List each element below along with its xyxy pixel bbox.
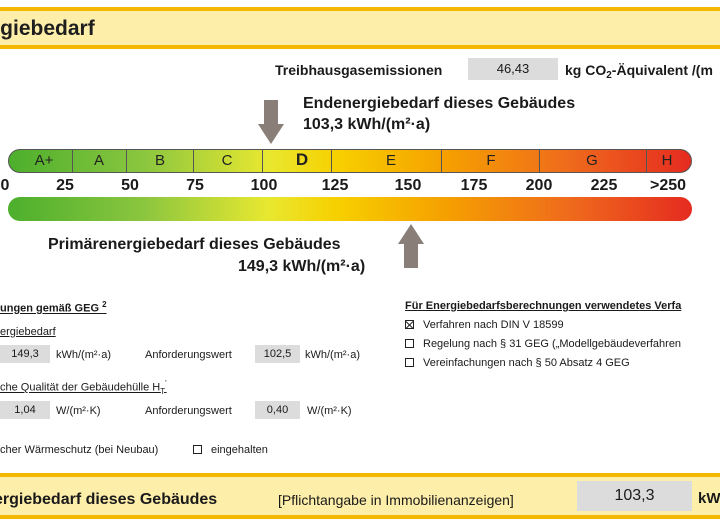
method-item-model[interactable]: Regelung nach § 31 GEG („Modellgebäudeve… — [405, 338, 681, 350]
class-label-a: A — [93, 152, 105, 169]
footer-title: ergiebedarf dieses Gebäudes — [0, 491, 218, 508]
checkbox-icon — [405, 339, 414, 348]
class-divider — [646, 149, 647, 173]
class-divider — [262, 149, 263, 173]
primary-requirement-label: ergiebedarf — [0, 326, 56, 338]
shell-req-label: Anforderungswert — [145, 405, 232, 417]
class-label-g: G — [586, 152, 598, 169]
footer-value: 103,3 — [577, 481, 692, 511]
primary-actual-unit: kWh/(m²·a) — [56, 349, 111, 361]
footer-unit: kW — [698, 490, 720, 507]
method-item-din[interactable]: Verfahren nach DIN V 18599 — [405, 319, 564, 331]
scale-tick: 50 — [121, 177, 139, 194]
primary-energy-bar — [8, 197, 692, 221]
emissions-value: 46,43 — [468, 58, 558, 80]
scale-tick: 200 — [525, 177, 553, 194]
primary-energy-label: Primärenergiebedarf dieses Gebäudes — [48, 236, 341, 253]
requirements-heading: ungen gemäß GEG 2 — [0, 300, 107, 315]
checkbox-icon — [405, 358, 414, 367]
scale-tick: 125 — [321, 177, 349, 194]
scale-tick: 225 — [590, 177, 618, 194]
methods-heading: Für Energiebedarfsberechnungen verwendet… — [405, 300, 682, 312]
primary-req-label: Anforderungswert — [145, 349, 232, 361]
class-divider — [193, 149, 194, 173]
class-label-d: D — [295, 150, 309, 169]
primary-req-value: 102,5 — [255, 345, 300, 363]
scale-tick: 75 — [186, 177, 204, 194]
class-label-c: C — [221, 152, 233, 169]
footer-banner: ergiebedarf dieses Gebäudes [Pflichtanga… — [0, 473, 720, 519]
class-label-b: B — [154, 152, 166, 169]
scale-tick: >250 — [649, 177, 687, 194]
primary-energy-arrow — [398, 224, 424, 268]
shell-quality-label: che Qualität der Gebäudehülle HT' — [0, 379, 167, 396]
class-divider — [72, 149, 73, 173]
primary-actual-value: 149,3 — [0, 345, 50, 363]
scale-tick: 150 — [394, 177, 422, 194]
end-energy-value: 103,3 kWh/(m²·a) — [303, 116, 431, 133]
shell-req-unit: W/(m²·K) — [307, 405, 352, 417]
primary-req-unit: kWh/(m²·a) — [305, 349, 360, 361]
class-divider — [331, 149, 332, 173]
checkbox-icon — [193, 445, 202, 454]
summer-protection-check[interactable]: eingehalten — [193, 444, 268, 456]
scale-tick: 100 — [250, 177, 278, 194]
end-energy-arrow — [258, 100, 284, 144]
primary-energy-value: 149,3 kWh/(m²·a) — [238, 258, 366, 275]
class-divider — [126, 149, 127, 173]
class-label-h: H — [661, 152, 673, 169]
header-banner: rgiebedarf — [0, 7, 720, 49]
emissions-unit: kg CO2-Äquivalent /(m — [565, 62, 713, 81]
end-energy-label: Endenergiebedarf dieses Gebäudes — [303, 95, 576, 112]
energy-class-bar — [8, 149, 692, 173]
class-divider — [539, 149, 540, 173]
class-label-f: F — [486, 152, 496, 169]
scale-tick: 25 — [56, 177, 74, 194]
class-label-a-plus: A+ — [34, 152, 54, 169]
shell-req-value: 0,40 — [255, 401, 300, 419]
shell-actual-unit: W/(m²·K) — [56, 405, 101, 417]
emissions-label: Treibhausgasemissionen — [275, 62, 443, 78]
shell-actual-value: 1,04 — [0, 401, 50, 419]
scale-tick: 175 — [460, 177, 488, 194]
summer-protection-label: cher Wärmeschutz (bei Neubau) — [0, 444, 159, 456]
footer-note: [Pflichtangabe in Immobilienanzeigen] — [278, 492, 514, 508]
class-divider — [441, 149, 442, 173]
page-title: rgiebedarf — [0, 17, 95, 40]
method-item-simplified[interactable]: Vereinfachungen nach § 50 Absatz 4 GEG — [405, 357, 630, 369]
checked-box-icon — [405, 320, 414, 329]
class-label-e: E — [385, 152, 397, 169]
scale-tick: 0 — [0, 177, 10, 194]
